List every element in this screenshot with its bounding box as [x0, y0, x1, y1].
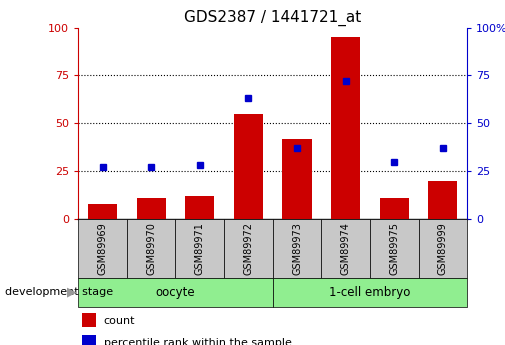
Bar [136, 198, 166, 219]
Bar [273, 219, 321, 278]
Bar [127, 219, 176, 278]
Bar [282, 139, 312, 219]
Bar [321, 219, 370, 278]
Bar [419, 219, 467, 278]
Bar [78, 278, 273, 307]
Bar [224, 219, 273, 278]
Bar [82, 313, 96, 327]
Text: development stage: development stage [5, 287, 113, 297]
Bar [234, 114, 263, 219]
Bar [82, 335, 96, 345]
Bar [370, 219, 419, 278]
Text: GSM89971: GSM89971 [195, 222, 205, 275]
Bar [185, 196, 214, 219]
Bar [78, 219, 127, 278]
Text: oocyte: oocyte [156, 286, 195, 299]
Bar [88, 204, 117, 219]
Text: GSM89970: GSM89970 [146, 222, 156, 275]
Text: GSM89972: GSM89972 [243, 222, 254, 275]
Bar [380, 198, 409, 219]
Bar [176, 219, 224, 278]
Bar [331, 37, 360, 219]
Text: percentile rank within the sample: percentile rank within the sample [104, 338, 291, 345]
Bar [428, 181, 458, 219]
Text: GSM89969: GSM89969 [97, 222, 108, 275]
Title: GDS2387 / 1441721_at: GDS2387 / 1441721_at [184, 10, 361, 26]
Text: GSM89975: GSM89975 [389, 222, 399, 275]
Text: GSM89974: GSM89974 [340, 222, 350, 275]
Text: GSM89973: GSM89973 [292, 222, 302, 275]
Text: 1-cell embryo: 1-cell embryo [329, 286, 411, 299]
Text: GSM89999: GSM89999 [438, 222, 448, 275]
Text: count: count [104, 316, 135, 325]
Bar [273, 278, 467, 307]
Text: ▶: ▶ [67, 286, 77, 299]
